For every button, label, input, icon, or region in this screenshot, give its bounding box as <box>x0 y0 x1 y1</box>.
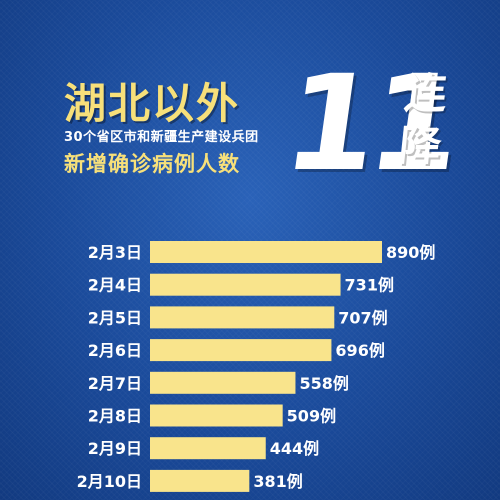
bar <box>150 273 341 296</box>
value-label: 558例 <box>299 374 348 393</box>
bar <box>150 306 335 329</box>
category-label: 2月10日 <box>77 472 142 491</box>
category-label: 2月4日 <box>88 276 142 295</box>
category-label: 2月3日 <box>88 243 142 262</box>
value-label: 731例 <box>345 276 394 295</box>
category-label: 2月5日 <box>88 308 142 327</box>
value-label: 707例 <box>338 308 387 327</box>
bar <box>150 437 266 460</box>
page-title: 湖北以外 <box>64 79 241 128</box>
value-label: 381例 <box>253 472 302 491</box>
bar <box>150 469 250 492</box>
page-subtitle-metric: 新增确诊病例人数 <box>64 152 240 176</box>
value-label: 696例 <box>335 341 384 360</box>
category-label: 2月8日 <box>88 407 142 426</box>
category-label: 2月9日 <box>88 439 142 458</box>
value-label: 509例 <box>287 407 336 426</box>
value-label: 444例 <box>270 439 319 458</box>
bar <box>150 339 332 362</box>
category-label: 2月6日 <box>88 341 142 360</box>
category-label: 2月7日 <box>88 374 142 393</box>
bar <box>150 241 382 263</box>
bar <box>150 371 296 394</box>
page-subtitle: 30个省区市和新疆生产建设兵团 <box>64 130 259 145</box>
bar <box>150 404 283 427</box>
value-label: 890例 <box>386 243 435 262</box>
